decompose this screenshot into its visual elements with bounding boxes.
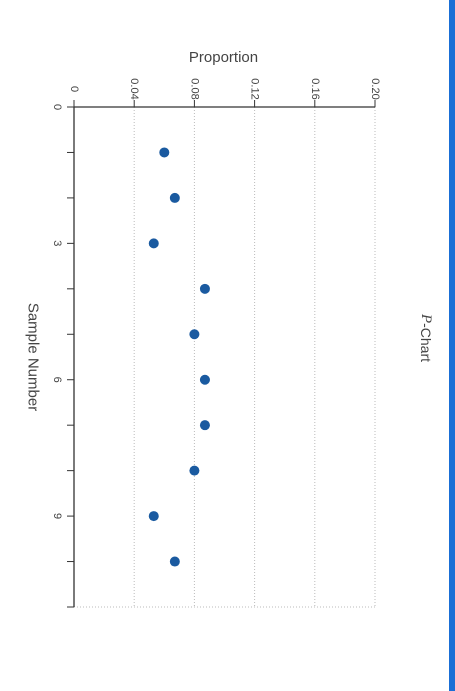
data-points bbox=[148, 147, 210, 567]
data-point-4 bbox=[199, 283, 210, 294]
data-point-6 bbox=[199, 374, 210, 385]
data-point-8 bbox=[189, 465, 200, 476]
y-tick-label-1: 0.04 bbox=[128, 78, 140, 99]
y-tick-label-5: 0.20 bbox=[369, 78, 381, 99]
axes bbox=[73, 106, 375, 607]
data-point-10 bbox=[169, 556, 180, 567]
data-point-7 bbox=[199, 420, 210, 431]
gridlines bbox=[74, 107, 376, 608]
data-point-1 bbox=[159, 147, 170, 158]
x-tick-label-3: 9 bbox=[51, 513, 63, 519]
chart-title: P-Chart bbox=[418, 313, 434, 362]
x-tick-label-1: 3 bbox=[51, 240, 63, 246]
chart-title-suffix: -Chart bbox=[418, 323, 434, 362]
data-point-2 bbox=[169, 192, 180, 203]
x-tick-label-0: 0 bbox=[51, 104, 63, 110]
x-axis-ticks: 0 3 6 9 bbox=[51, 104, 74, 608]
y-tick-label-0: 0 bbox=[68, 86, 80, 92]
y-tick-label-4: 0.16 bbox=[309, 78, 321, 99]
data-point-5 bbox=[189, 329, 200, 340]
y-axis-ticks: 0 0.04 0.08 0.12 0.16 0.20 bbox=[68, 78, 381, 107]
x-tick-label-2: 6 bbox=[51, 377, 63, 383]
chart-title-prefix: P bbox=[418, 313, 434, 323]
x-axis-title: Sample Number bbox=[25, 303, 42, 411]
data-point-9 bbox=[148, 511, 159, 522]
y-tick-label-2: 0.08 bbox=[188, 78, 200, 99]
y-axis-title: Proportion bbox=[189, 49, 258, 66]
window-edge-bar bbox=[449, 0, 455, 691]
data-point-3 bbox=[148, 238, 159, 249]
y-tick-label-3: 0.12 bbox=[249, 78, 261, 99]
